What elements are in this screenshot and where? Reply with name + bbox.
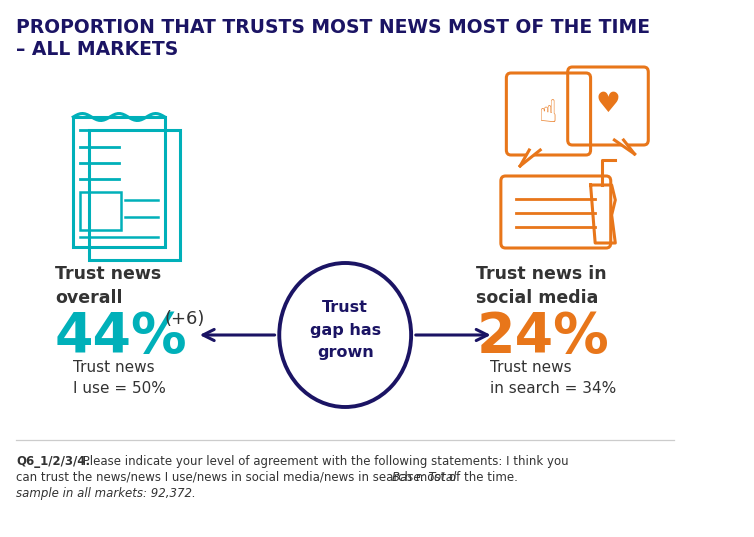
Text: 24%: 24% <box>476 310 609 364</box>
Text: Trust
gap has
grown: Trust gap has grown <box>310 300 381 360</box>
Text: 44%: 44% <box>55 310 188 364</box>
Polygon shape <box>615 140 635 154</box>
Text: Base: Total: Base: Total <box>392 471 456 484</box>
Polygon shape <box>520 150 540 166</box>
Text: Trust news in
social media: Trust news in social media <box>476 265 607 307</box>
Text: PROPORTION THAT TRUSTS MOST NEWS MOST OF THE TIME: PROPORTION THAT TRUSTS MOST NEWS MOST OF… <box>17 18 651 37</box>
Text: – ALL MARKETS: – ALL MARKETS <box>17 40 179 59</box>
Text: Trust news
overall: Trust news overall <box>55 265 161 307</box>
Circle shape <box>279 263 411 407</box>
Text: can trust the news/news I use/news in social media/news in search most of the ti: can trust the news/news I use/news in so… <box>17 471 522 484</box>
Text: ☝: ☝ <box>539 99 558 128</box>
Text: Q6_1/2/3/4.: Q6_1/2/3/4. <box>17 455 90 468</box>
Text: ♥: ♥ <box>596 90 621 118</box>
Text: (+6): (+6) <box>165 310 205 328</box>
Text: Trust news
I use = 50%: Trust news I use = 50% <box>73 360 166 396</box>
Text: Trust news
in search = 34%: Trust news in search = 34% <box>490 360 616 396</box>
Text: sample in all markets: 92,372.: sample in all markets: 92,372. <box>17 487 196 500</box>
Text: Please indicate your level of agreement with the following statements: I think y: Please indicate your level of agreement … <box>78 455 569 468</box>
